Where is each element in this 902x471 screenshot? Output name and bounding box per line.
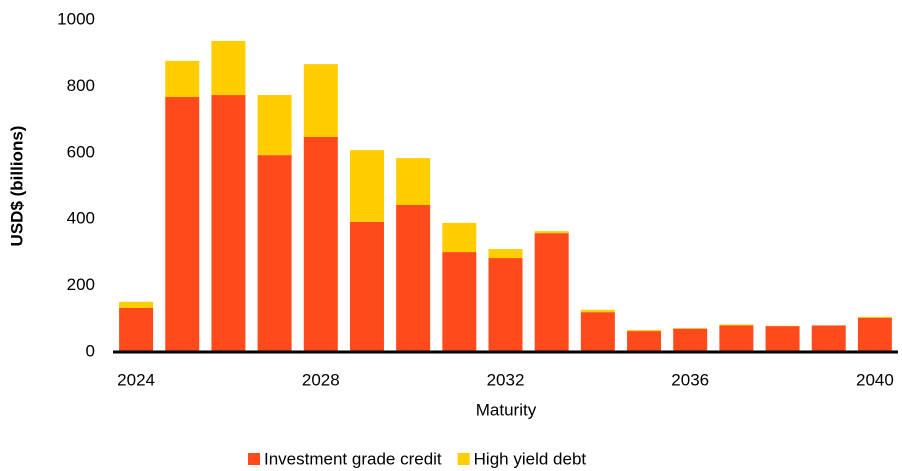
bar-segment	[165, 60, 200, 98]
y-tick-label: 600	[67, 142, 95, 161]
bar-segment	[119, 301, 154, 308]
legend-label: High yield debt	[474, 449, 587, 468]
bar-segment	[165, 97, 200, 352]
bar-segment	[257, 95, 292, 156]
y-tick-label: 1000	[57, 9, 95, 28]
bar-segment	[719, 324, 754, 326]
y-tick-label: 200	[67, 275, 95, 294]
y-tick-label: 400	[67, 209, 95, 228]
x-tick-label: 2028	[302, 370, 340, 389]
x-tick-label: 2032	[487, 370, 525, 389]
bar-segment	[627, 330, 662, 332]
y-tick-label: 800	[67, 76, 95, 95]
bar-segment	[442, 222, 477, 253]
legend-swatch	[248, 453, 260, 465]
legend-swatch	[457, 453, 470, 465]
y-axis-label: USD$ (billions)	[7, 126, 26, 247]
bar-segment	[811, 325, 846, 352]
bar-segment	[534, 231, 569, 234]
bar-segment	[534, 233, 569, 352]
bar-segment	[349, 221, 384, 352]
bar-segment	[673, 328, 708, 329]
bar-segment	[488, 249, 523, 259]
bar-segment	[211, 40, 246, 96]
legend-label: Investment grade credit	[264, 449, 442, 468]
bar-segment	[303, 136, 338, 352]
bar-segment	[119, 307, 154, 352]
x-tick-label: 2024	[117, 370, 155, 389]
bar-segment	[349, 150, 384, 222]
bar-segment	[211, 95, 246, 353]
bar-segment	[580, 312, 615, 352]
x-axis-label: Maturity	[476, 400, 537, 419]
bar-segment	[396, 158, 431, 205]
bar-segment	[673, 328, 708, 352]
bar-segment	[765, 326, 800, 352]
x-tick-label: 2036	[671, 370, 709, 389]
bar-segment	[442, 252, 477, 352]
bar-segment	[857, 317, 892, 352]
bar-segment	[303, 64, 338, 137]
bar-segment	[627, 331, 662, 352]
bar-segment	[857, 316, 892, 318]
bar-segment	[257, 155, 292, 352]
bar-segment	[719, 325, 754, 352]
bar-segment	[396, 204, 431, 352]
bar-segment	[580, 309, 615, 313]
y-tick-label: 0	[86, 341, 95, 360]
x-tick-label: 2040	[856, 370, 894, 389]
bar-segment	[488, 258, 523, 352]
